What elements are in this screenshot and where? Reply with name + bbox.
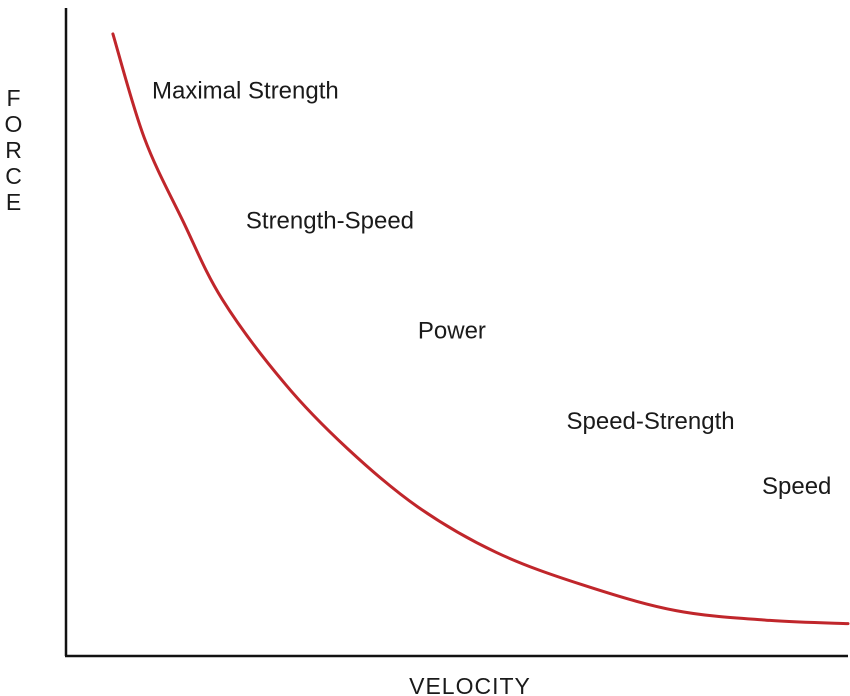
y-axis-title-letter: F — [6, 85, 21, 111]
force-velocity-curve — [111, 32, 850, 626]
region-label-speed-strength: Speed-Strength — [567, 408, 735, 435]
region-label-strength-speed: Strength-Speed — [246, 207, 414, 234]
region-label-speed: Speed — [762, 473, 831, 500]
region-label-power: Power — [418, 318, 486, 345]
x-axis-title: VELOCITY — [409, 673, 531, 696]
y-axis-title-letter: E — [6, 189, 22, 215]
region-label-maximal-strength: Maximal Strength — [152, 78, 339, 105]
y-axis-title-letter: O — [5, 111, 24, 137]
y-axis-title-letter: C — [5, 163, 23, 189]
region-labels: Maximal Strength Strength-Speed Power Speed… — [152, 78, 831, 500]
y-axis-title-letter: R — [5, 137, 23, 163]
